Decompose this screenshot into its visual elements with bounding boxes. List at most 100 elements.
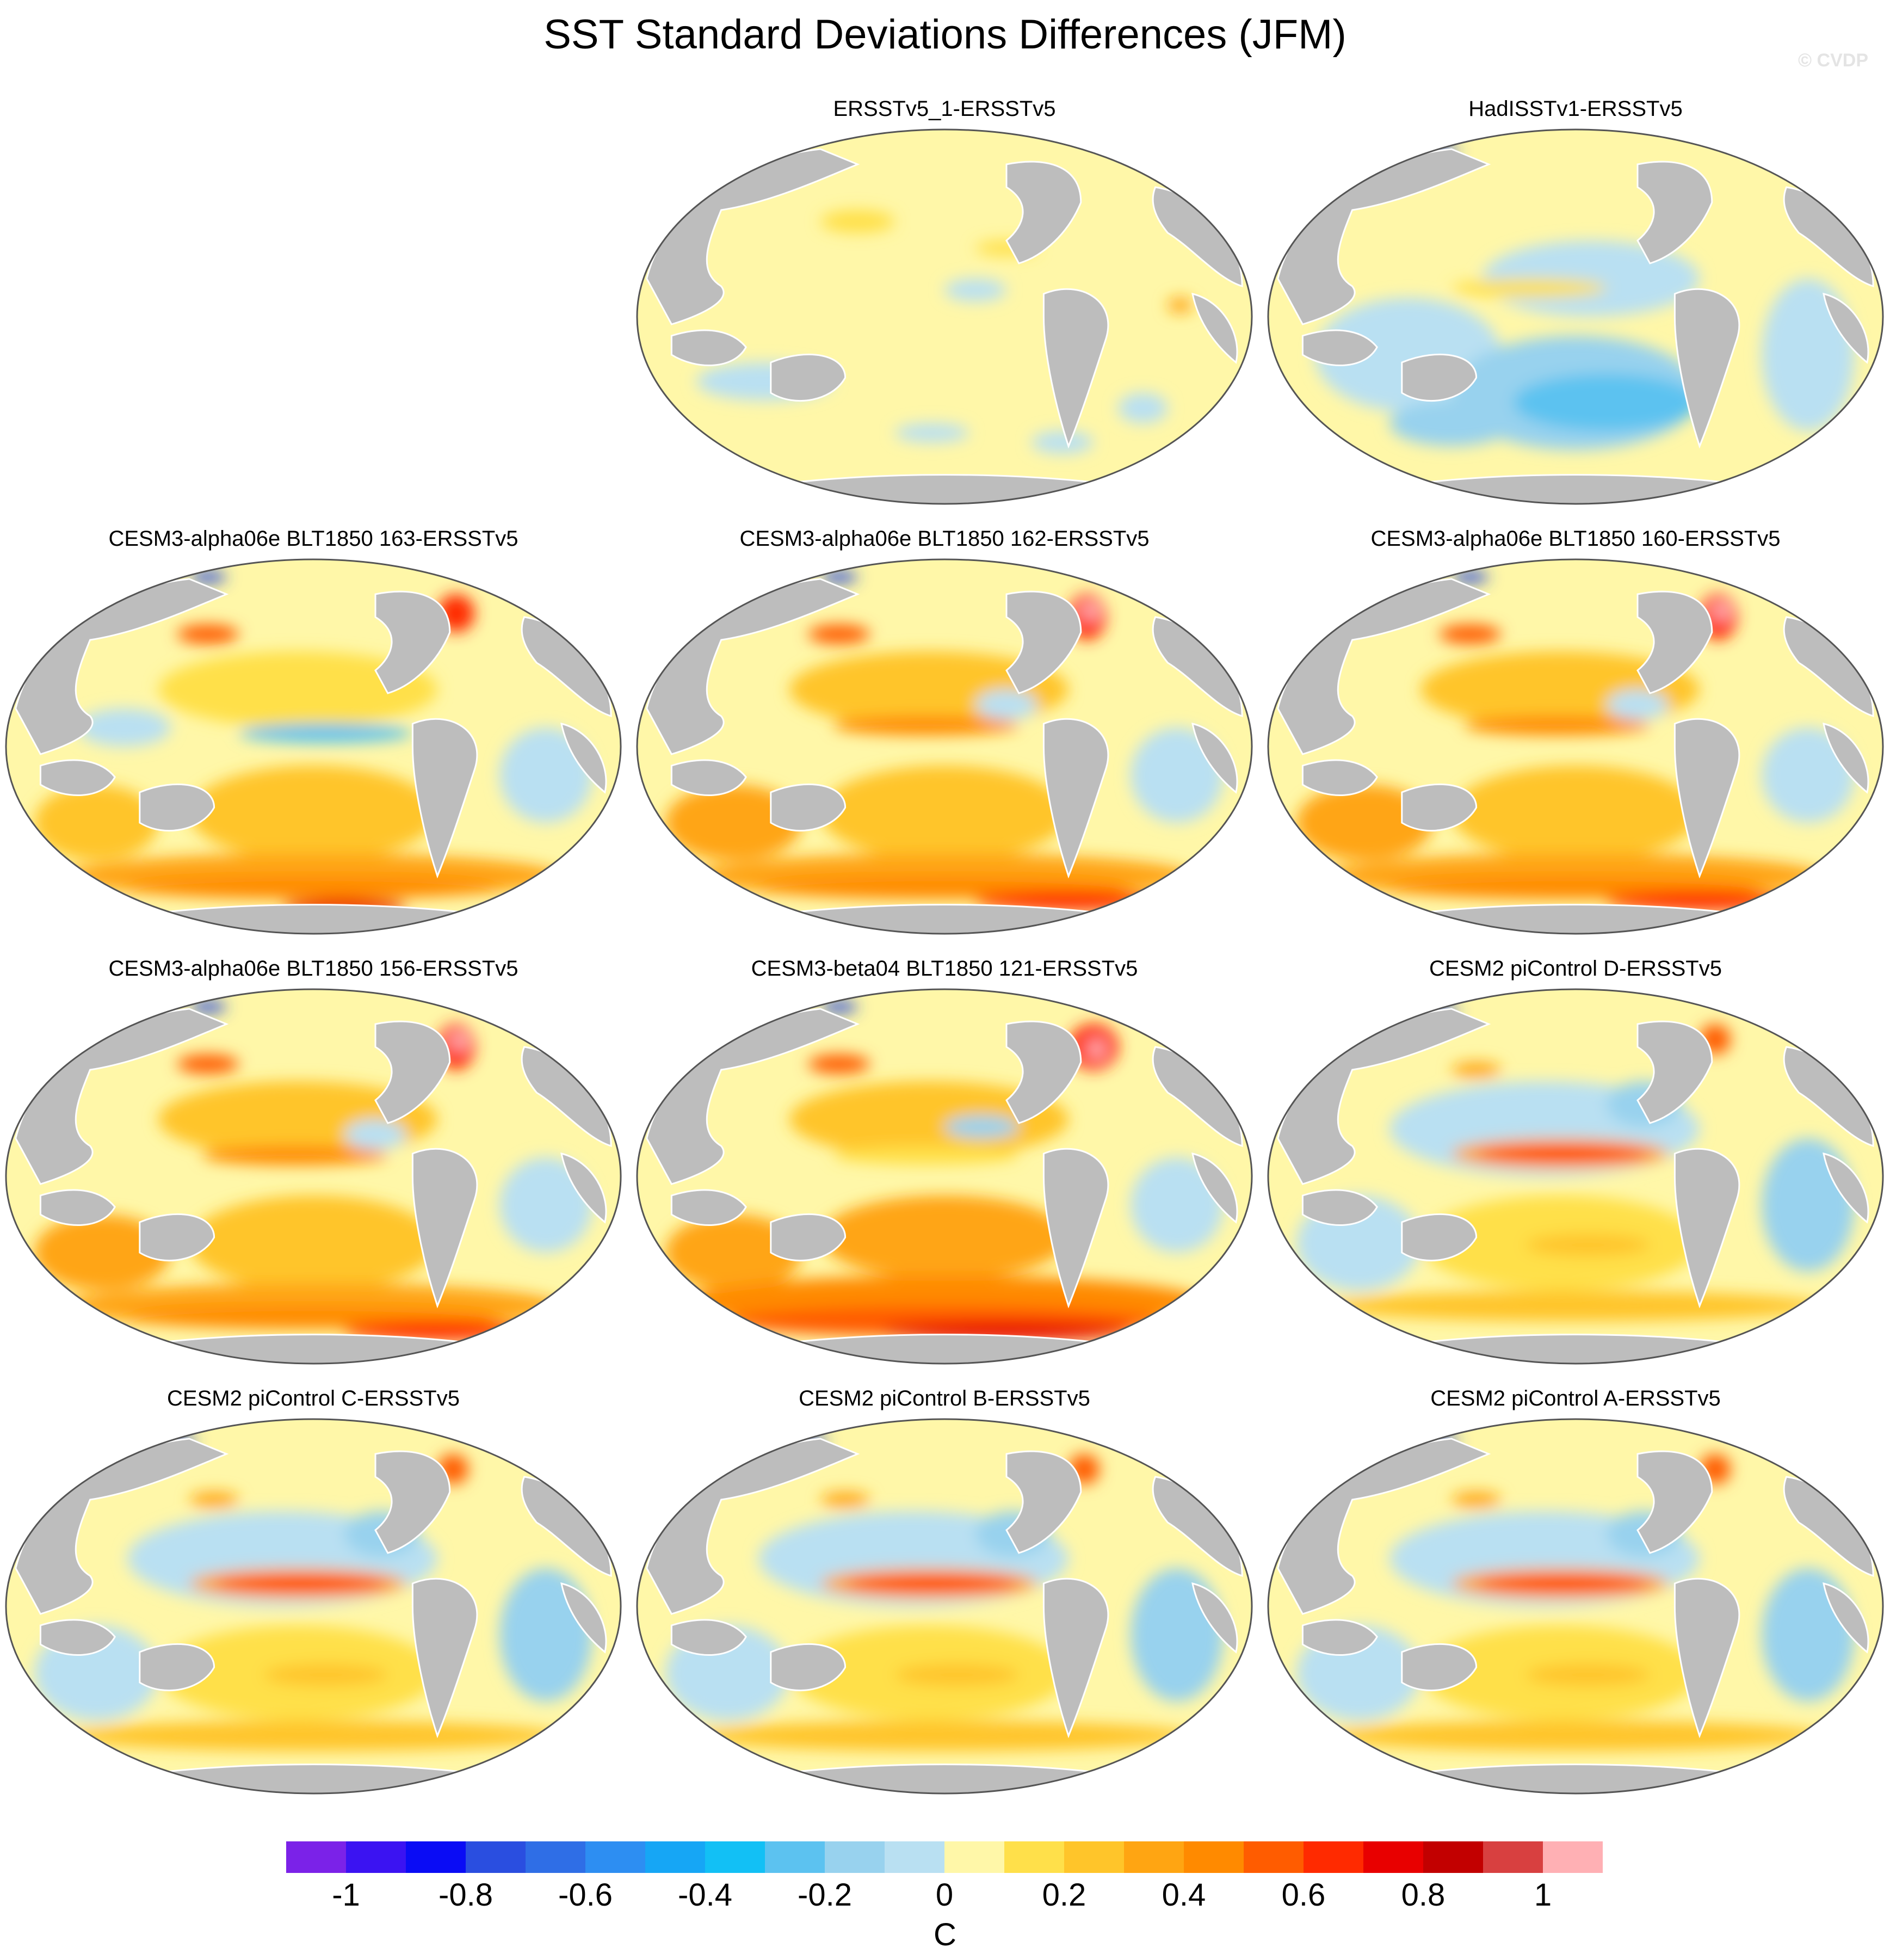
anomaly-region	[665, 785, 802, 861]
colorbar-swatch	[1483, 1841, 1543, 1873]
anomaly-region	[820, 1492, 870, 1507]
colorbar-tick-label: 1	[1534, 1877, 1552, 1913]
map-panel: CESM3-alpha06e BLT1850 162-ERSSTv5	[634, 523, 1255, 937]
map-panel: CESM2 piControl A-ERSSTv5	[1265, 1383, 1886, 1797]
land-mass	[411, 1577, 478, 1739]
map-panel: CESM2 piControl B-ERSSTv5	[634, 1383, 1255, 1797]
anomaly-region	[1080, 602, 1100, 621]
anomaly-region	[177, 1055, 239, 1074]
map-outline	[1267, 988, 1884, 1365]
anomaly-region	[1031, 431, 1094, 454]
anomaly-region	[1762, 1568, 1855, 1702]
land-mass	[1301, 759, 1378, 796]
colorbar-swatch	[526, 1841, 585, 1873]
anomaly-region	[263, 1663, 388, 1686]
land-mass	[560, 1152, 607, 1224]
land-mass	[1636, 1020, 1713, 1124]
land-mass	[1401, 353, 1478, 402]
anomaly-region	[1193, 439, 1224, 458]
anomaly-region	[696, 1721, 1193, 1751]
anomaly-field	[1296, 571, 1855, 910]
anomaly-region	[127, 876, 499, 899]
land-mass	[1823, 722, 1869, 794]
colorbar-swatch	[944, 1841, 1004, 1873]
anomaly-region	[344, 1119, 406, 1150]
land-mass	[1042, 718, 1109, 879]
anomaly-region	[201, 1146, 388, 1165]
anomaly-region	[1762, 1138, 1855, 1272]
panel-title: ERSSTv5_1-ERSSTv5	[833, 97, 1056, 121]
land-mass	[411, 1148, 478, 1309]
land-mass	[770, 1213, 847, 1262]
colorbar-swatch	[1543, 1841, 1603, 1873]
anomaly-region	[1525, 1234, 1650, 1256]
colorbar-tick-label: -0.6	[558, 1877, 613, 1913]
map-outline	[5, 988, 622, 1365]
anomaly-region	[1452, 279, 1607, 298]
figure-title: SST Standard Deviations Differences (JFM…	[543, 11, 1347, 58]
land-mass	[560, 722, 607, 794]
land-mass	[1005, 1450, 1082, 1554]
anomaly-region	[1296, 785, 1433, 861]
anomaly-field	[34, 571, 592, 914]
colorbar-swatch	[406, 1841, 466, 1873]
anomaly-region	[944, 1115, 1019, 1138]
panel-title: HadISSTv1-ERSSTv5	[1468, 97, 1683, 121]
colorbar-swatch	[1244, 1841, 1304, 1873]
land-mass	[39, 1189, 116, 1226]
anomaly-region	[1476, 1146, 1650, 1161]
anomaly-region	[499, 728, 592, 823]
map-outline	[1267, 128, 1884, 505]
colorbar-swatch	[585, 1841, 645, 1873]
anomaly-region	[1607, 689, 1669, 720]
sst-map	[636, 128, 1253, 505]
land-mass	[1005, 590, 1082, 694]
anomaly-region	[808, 625, 870, 644]
map-outline	[5, 558, 622, 935]
map-panel: CESM3-beta04 BLT1850 121-ERSSTv5	[634, 953, 1255, 1367]
anomaly-region	[1452, 1492, 1502, 1507]
land-mass	[139, 783, 215, 832]
land-mass	[1042, 1148, 1109, 1309]
anomaly-region	[1168, 298, 1193, 313]
anomaly-region	[1762, 728, 1855, 823]
land-mass	[1005, 1020, 1082, 1124]
land-mass	[1636, 1450, 1713, 1554]
land-mass	[670, 1189, 747, 1226]
anomaly-field	[34, 1435, 592, 1751]
panel-title: CESM2 piControl B-ERSSTv5	[799, 1386, 1090, 1410]
land-mass	[1823, 1152, 1869, 1224]
land-mass	[770, 783, 847, 832]
anomaly-region	[820, 766, 1068, 861]
anomaly-region	[189, 1492, 239, 1507]
anomaly-region	[820, 571, 858, 583]
land-mass	[770, 1643, 847, 1692]
panel-title: CESM3-alpha06e BLT1850 160-ERSSTv5	[1370, 527, 1781, 551]
anomaly-region	[1327, 1291, 1824, 1321]
panel-title: CESM3-alpha06e BLT1850 162-ERSSTv5	[739, 527, 1150, 551]
panel-title: CESM3-beta04 BLT1850 121-ERSSTv5	[751, 957, 1138, 981]
anomaly-region	[820, 1195, 1068, 1279]
sst-map	[636, 558, 1253, 935]
land-mass	[39, 759, 116, 796]
land-mass	[1673, 718, 1740, 879]
colorbar-tick-label: 0.8	[1401, 1877, 1446, 1913]
colorbar-tick-label: -1	[332, 1877, 360, 1913]
land-mass	[670, 1619, 747, 1656]
land-mass	[1401, 1213, 1478, 1262]
land-mass	[411, 718, 478, 879]
anomaly-region	[1483, 241, 1700, 317]
anomaly-region	[820, 210, 895, 233]
colorbar-swatch	[1064, 1841, 1124, 1873]
anomaly-region	[1793, 477, 1824, 492]
anomaly-region	[1476, 1576, 1650, 1591]
anomaly-region	[832, 1146, 1019, 1165]
sst-map	[1267, 558, 1884, 935]
anomaly-region	[820, 1001, 858, 1013]
land-mass	[770, 353, 847, 402]
sst-map	[5, 988, 622, 1365]
land-mass	[560, 1582, 607, 1654]
colorbar-swatch	[1363, 1841, 1423, 1873]
anomaly-region	[894, 423, 969, 442]
map-panel: ERSSTv5_1-ERSSTv5	[634, 94, 1255, 507]
